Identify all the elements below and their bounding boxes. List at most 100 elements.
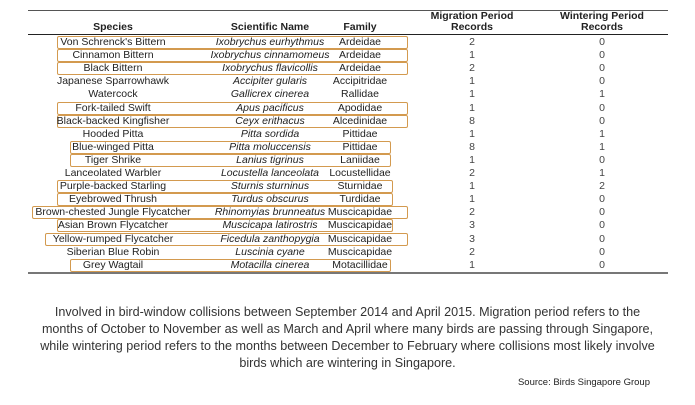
wintering-records-cell: 1: [599, 88, 605, 101]
species-cell: Watercock: [88, 88, 138, 101]
species-cell: Blue-winged Pitta: [72, 140, 154, 153]
wintering-records-cell: 0: [599, 114, 605, 127]
scientific-name-cell: Ficedula zanthopygia: [220, 232, 320, 245]
wintering-records-cell: 0: [599, 49, 605, 62]
family-cell: Apodidae: [337, 101, 383, 114]
table-row: Purple-backed Starling Sturnis sturninus S…: [0, 180, 695, 194]
family-cell: Sturnidae: [337, 180, 383, 193]
wintering-records-cell: 0: [599, 62, 605, 75]
family-cell: Muscicapidae: [327, 206, 393, 219]
table-row: Black-backed Kingfisher Ceyx erithacus Alc…: [0, 114, 695, 128]
migration-records-cell: 1: [469, 153, 475, 166]
migration-records-cell: 3: [469, 232, 475, 245]
scientific-name-cell: Pitta moluccensis: [229, 140, 311, 153]
species-cell: Cinnamon Bittern: [72, 49, 154, 62]
family-cell: Ardeidae: [338, 62, 382, 75]
migration-records-cell: 2: [469, 206, 475, 219]
scientific-name-cell: Ceyx erithacus: [235, 114, 305, 127]
table-row: Fork-tailed Swift Apus pacificus Apodidae 1…: [0, 101, 695, 115]
migration-records-cell: 1: [469, 258, 475, 271]
family-cell: Muscicapidae: [327, 232, 393, 245]
family-cell: Ardeidae: [338, 36, 382, 48]
table-row: Cinnamon Bittern Ixobrychus cinnamomeus Ar…: [0, 49, 695, 63]
highlight-box: [57, 49, 408, 63]
migration-records-cell: 1: [469, 101, 475, 114]
species-cell: Brown-chested Jungle Flycatcher: [35, 206, 191, 219]
table-row: Yellow-rumped Flycatcher Ficedula zanthop…: [0, 232, 695, 246]
scientific-name-cell: Turdus obscurus: [231, 193, 309, 206]
scientific-name-cell: Pitta sordida: [240, 127, 300, 140]
family-cell: Accipitridae: [332, 75, 388, 88]
species-cell: Asian Brown Flycatcher: [57, 219, 169, 232]
header-scientific-name: Scientific Name: [230, 21, 310, 33]
family-cell: Ardeidae: [338, 49, 382, 62]
wintering-records-cell: 2: [599, 180, 605, 193]
highlight-box: [70, 140, 391, 154]
highlight-box: [57, 114, 408, 128]
table-row: Asian Brown Flycatcher Muscicapa latirost…: [0, 219, 695, 233]
table-row: Brown-chested Jungle Flycatcher Rhinomyia…: [0, 206, 695, 220]
species-cell: Eyebrowed Thrush: [69, 193, 157, 206]
highlight-box: [57, 180, 393, 194]
wintering-records-cell: 0: [599, 258, 605, 271]
table-row: Hooded Pitta Pitta sordida Pittidae 1 1: [0, 128, 695, 141]
scientific-name-cell: Locustella lanceolata: [220, 167, 320, 179]
family-cell: Pittidae: [342, 127, 378, 140]
table-row: Black Bittern Ixobrychus flavicollis Ardei…: [0, 62, 695, 76]
family-cell: Locustellidae: [329, 167, 391, 179]
wintering-records-cell: 0: [599, 101, 605, 114]
migration-records-cell: 1: [469, 75, 475, 88]
family-cell: Motacillidae: [332, 258, 388, 271]
scientific-name-cell: Sturnis sturninus: [230, 180, 310, 193]
header-wintering-records: Wintering Period Records: [560, 10, 644, 33]
table-top-rule: [28, 10, 668, 11]
family-cell: Pittidae: [342, 140, 378, 153]
wintering-records-cell: 0: [599, 206, 605, 219]
species-cell: Fork-tailed Swift: [75, 101, 151, 114]
scientific-name-cell: Muscicapa latirostris: [222, 219, 318, 232]
scientific-name-cell: Ixobrychus eurhythmus: [215, 36, 325, 48]
family-cell: Muscicapidae: [327, 219, 393, 232]
species-cell: Black Bittern: [83, 62, 143, 75]
migration-records-cell: 8: [469, 114, 475, 127]
species-cell: Black-backed Kingfisher: [56, 114, 170, 127]
header-family: Family: [343, 21, 377, 33]
species-cell: Hooded Pitta: [82, 127, 144, 140]
table-row: Grey Wagtail Motacilla cinerea Motacillida…: [0, 258, 695, 272]
species-cell: Lanceolated Warbler: [64, 167, 162, 179]
migration-records-cell: 2: [469, 245, 475, 258]
wintering-records-cell: 1: [599, 127, 605, 140]
migration-records-cell: 2: [469, 62, 475, 75]
wintering-records-cell: 0: [599, 219, 605, 232]
highlight-box: [57, 193, 393, 207]
highlight-box: [57, 101, 408, 115]
wintering-records-cell: 0: [599, 75, 605, 88]
migration-records-cell: 8: [469, 140, 475, 153]
highlight-box: [45, 232, 408, 246]
wintering-records-cell: 0: [599, 245, 605, 258]
wintering-records-cell: 0: [599, 36, 605, 48]
header-rule: [28, 34, 668, 35]
source-credit: Source: Birds Singapore Group: [517, 377, 650, 388]
scientific-name-cell: Ixobrychus cinnamomeus: [210, 49, 330, 62]
migration-records-cell: 3: [469, 219, 475, 232]
migration-records-cell: 1: [469, 193, 475, 206]
wintering-records-cell: 0: [599, 193, 605, 206]
wintering-records-cell: 1: [599, 140, 605, 153]
family-cell: Alcedinidae: [332, 114, 388, 127]
table-row: Von Schrenck's Bittern Ixobrychus eurhyth…: [0, 36, 695, 49]
table-caption: Involved in bird-window collisions betwe…: [40, 305, 655, 370]
scientific-name-cell: Ixobrychus flavicollis: [222, 62, 318, 75]
header-species: Species: [93, 21, 133, 33]
species-cell: Japanese Sparrowhawk: [56, 75, 170, 88]
table-row: Watercock Gallicrex cinerea Rallidae 1 1: [0, 88, 695, 101]
migration-records-cell: 1: [469, 180, 475, 193]
species-cell: Von Schrenck's Bittern: [60, 36, 166, 48]
family-cell: Laniidae: [340, 153, 380, 166]
highlight-box: [57, 219, 393, 233]
highlight-box: [32, 206, 408, 220]
family-cell: Rallidae: [341, 88, 379, 101]
wintering-records-cell: 0: [599, 153, 605, 166]
species-cell: Yellow-rumped Flycatcher: [52, 232, 174, 245]
highlight-box: [57, 62, 408, 76]
